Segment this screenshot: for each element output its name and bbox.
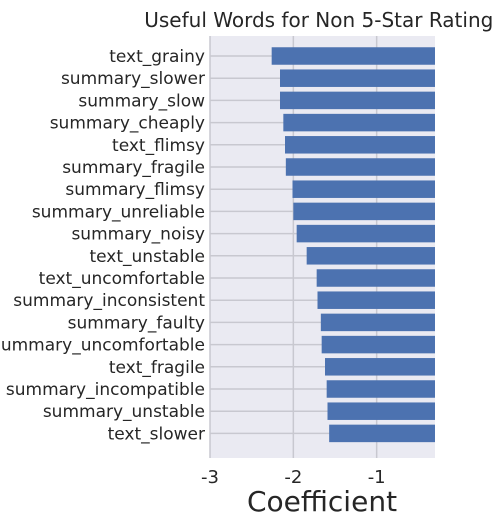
chart-title: Useful Words for Non 5-Star Ratings: [144, 8, 493, 32]
y-tick-label: text_flimsy: [112, 136, 205, 156]
x-tick-labels: -3 -2 -1: [201, 467, 386, 488]
x-tick-label: -3: [201, 467, 219, 488]
bar: [293, 202, 435, 221]
y-tick-label: summary_noisy: [71, 225, 205, 245]
y-tick-labels: text_grainysummary_slowersummary_slowsum…: [0, 47, 205, 444]
x-tick-label: -1: [368, 467, 386, 488]
x-axis-label: Coefficient: [247, 485, 397, 518]
y-tick-label: summary_incompatible: [6, 380, 205, 400]
y-tick-label: summary_flimsy: [65, 180, 205, 200]
y-tick-label: text_slower: [108, 424, 205, 444]
bar: [285, 158, 435, 176]
bar: [329, 424, 435, 443]
bars: [271, 47, 435, 443]
y-tick-label: summary_uncomfortable: [0, 336, 205, 356]
bar: [326, 380, 435, 398]
y-tick-label: summary_inconsistent: [13, 291, 205, 311]
y-tick-label: summary_unstable: [43, 402, 205, 422]
bar: [321, 335, 435, 354]
bar: [327, 402, 435, 420]
y-tick-label: text_unstable: [89, 247, 205, 267]
x-tick-label: -2: [284, 467, 302, 488]
bar: [320, 313, 435, 332]
y-tick-label: summary_faulty: [68, 313, 205, 333]
y-tick-label: summary_unreliable: [32, 202, 205, 222]
bar: [317, 291, 435, 309]
bar: [316, 269, 435, 287]
y-tick-label: text_grainy: [109, 47, 205, 67]
y-tick-label: summary_slower: [61, 69, 205, 89]
bar: [296, 224, 435, 243]
y-tick-label: text_fragile: [109, 358, 205, 378]
y-tick-label: text_uncomfortable: [39, 269, 205, 289]
bar: [271, 47, 435, 65]
bar: [280, 69, 435, 87]
bar: [292, 180, 435, 198]
y-tick-label: summary_fragile: [62, 158, 205, 178]
bar: [285, 136, 435, 154]
y-tick-label: summary_slow: [78, 91, 205, 111]
bar: [283, 113, 435, 132]
bar: [325, 358, 435, 376]
bar: [280, 91, 435, 110]
y-tick-label: summary_cheaply: [50, 114, 205, 134]
bar: [306, 247, 435, 265]
